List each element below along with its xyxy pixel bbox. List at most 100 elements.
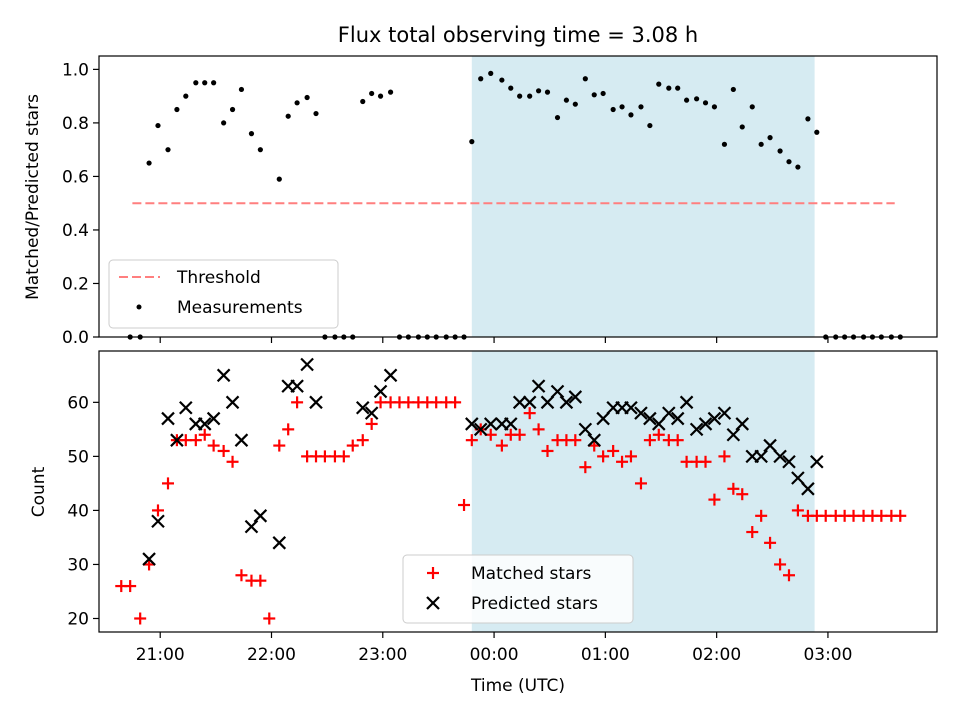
predicted-point — [179, 400, 193, 415]
measurement-point — [814, 129, 820, 135]
ratio-panel: 0.0 0.2 0.4 0.6 0.8 1.0 Matched/Predicted sta… — [23, 55, 938, 348]
matched-point — [273, 439, 286, 452]
ratio-y-label: Matched/Predicted stars — [23, 94, 43, 300]
predicted-point — [473, 422, 488, 437]
measurement-points — [127, 70, 903, 340]
measurement-point — [469, 139, 475, 145]
measurement-point — [805, 116, 811, 122]
x-tick-label: 01:00 — [581, 645, 630, 665]
measurement-point — [786, 159, 792, 165]
measurement-point — [377, 93, 384, 99]
measurement-point — [369, 90, 375, 97]
predicted-point — [355, 400, 370, 415]
matched-point — [449, 396, 462, 409]
measurement-point — [694, 96, 700, 102]
measurement-point — [229, 106, 236, 113]
predicted-point — [364, 406, 379, 420]
predicted-point — [698, 417, 713, 431]
measurement-point — [202, 80, 208, 86]
predicted-point — [782, 455, 796, 469]
matched-point — [263, 612, 276, 625]
measurement-point — [721, 141, 728, 147]
y-tick-label: 50 — [67, 447, 89, 467]
predicted-point — [465, 417, 479, 431]
measurement-point — [582, 76, 588, 82]
measurement-point — [647, 122, 653, 129]
count-legend: Matched stars Predicted stars — [402, 554, 634, 624]
matched-point — [465, 434, 478, 447]
matched-point — [532, 423, 545, 436]
measurement-point — [257, 147, 263, 153]
matched-point — [337, 450, 350, 463]
predicted-point — [801, 482, 815, 496]
matched-point — [124, 580, 137, 593]
measurement-point — [684, 97, 690, 103]
matched-point — [189, 434, 202, 447]
y-tick-label: 60 — [67, 393, 89, 413]
measurement-point — [313, 110, 319, 117]
matched-point — [523, 407, 536, 420]
measurement-point — [211, 80, 217, 86]
predicted-point — [596, 411, 610, 426]
measurement-point — [795, 164, 801, 170]
predicted-point — [679, 395, 694, 410]
matched-point — [597, 450, 610, 463]
measurement-point — [360, 98, 366, 105]
predicted-point — [707, 411, 722, 426]
measurement-point — [248, 131, 255, 137]
matched-point — [495, 439, 508, 452]
matched-point — [402, 396, 415, 409]
measurement-point — [238, 86, 245, 93]
y-tick-label: 40 — [67, 501, 89, 521]
y-tick-label: 0.2 — [62, 274, 89, 294]
measurement-point — [619, 104, 625, 110]
matched-point — [718, 450, 731, 463]
measurement-point — [777, 148, 783, 154]
legend-threshold-label: Threshold — [176, 268, 261, 288]
matched-points — [115, 396, 907, 625]
predicted-point — [643, 411, 657, 426]
matched-point — [513, 428, 526, 441]
count-legend-box — [402, 554, 634, 624]
predicted-point — [670, 411, 685, 426]
predicted-point — [244, 519, 259, 534]
matched-point — [774, 558, 787, 571]
measurement-point — [544, 89, 551, 95]
measurement-point — [387, 89, 394, 95]
ratio-x-ticks — [159, 337, 829, 343]
predicted-point — [624, 400, 638, 415]
matched-point — [634, 477, 647, 490]
legend-predicted-label: Predicted stars — [471, 594, 598, 614]
matched-point — [161, 477, 174, 490]
legend-matched-label: Matched stars — [471, 564, 591, 584]
ratio-legend-box — [108, 259, 339, 329]
measurement-point — [675, 85, 681, 91]
matched-point — [875, 509, 888, 522]
matched-point — [430, 396, 443, 409]
measurement-point — [638, 104, 644, 110]
legend-predicted-marker — [426, 596, 440, 610]
predicted-point — [290, 379, 304, 393]
predicted-point — [483, 417, 498, 431]
predicted-point — [531, 379, 546, 393]
measurement-point — [276, 176, 282, 182]
predicted-point — [373, 384, 388, 399]
matched-point — [151, 504, 164, 517]
predicted-point — [791, 471, 805, 485]
measurement-point — [749, 104, 755, 110]
measurement-point — [600, 90, 606, 97]
predicted-point — [197, 417, 212, 431]
matched-point — [736, 488, 749, 501]
matched-point — [699, 455, 712, 468]
matched-point — [346, 439, 359, 452]
count-x-ticks: 21:00 22:00 23:00 00:00 01:00 02:00 03:00 — [136, 632, 852, 665]
measurement-point — [499, 77, 505, 83]
matched-point — [782, 569, 795, 582]
predicted-points — [142, 357, 824, 566]
predicted-point — [726, 427, 741, 442]
matched-point — [708, 493, 721, 506]
measurement-point — [221, 120, 227, 126]
measurement-point — [702, 100, 709, 106]
predicted-point — [763, 438, 777, 453]
